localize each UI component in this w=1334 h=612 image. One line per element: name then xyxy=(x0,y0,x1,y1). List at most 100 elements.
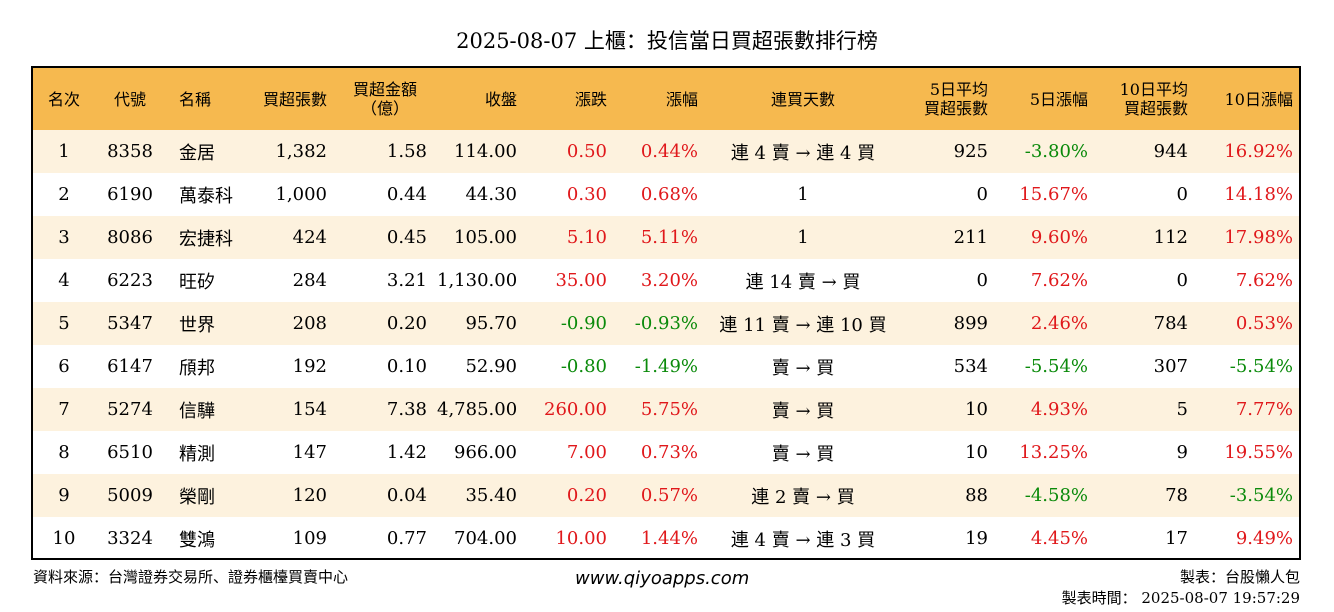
header-avg5-line1: 5日平均 xyxy=(929,80,988,99)
cell-close: 52.90 xyxy=(465,356,517,377)
cell-change: 260.00 xyxy=(544,399,607,420)
cell-net-buy-amount: 3.21 xyxy=(386,270,427,291)
cell-pct5: 9.60% xyxy=(1030,227,1088,248)
header-avg10-line1: 10日平均 xyxy=(1119,80,1188,99)
generated-timestamp: 製表時間： 2025-08-07 19:57:29 xyxy=(1061,589,1300,607)
cell-code: 8086 xyxy=(107,227,153,248)
cell-rank: 1 xyxy=(58,141,70,162)
cell-net-buy-lots: 1,382 xyxy=(275,141,327,162)
cell-avg5: 534 xyxy=(953,356,988,377)
cell-pct5: -4.58% xyxy=(1024,485,1088,506)
header-close: 收盤 xyxy=(484,89,517,109)
cell-streak: 連 4 賣 → 連 4 買 xyxy=(730,142,876,164)
cell-change-pct: 0.44% xyxy=(640,141,698,162)
cell-code: 6190 xyxy=(107,184,153,205)
cell-avg10: 17 xyxy=(1165,528,1188,549)
header-net-buy-amount-line2: （億） xyxy=(360,99,409,118)
header-change-pct: 漲幅 xyxy=(665,89,698,109)
header-code: 代號 xyxy=(113,89,146,109)
cell-pct5: 13.25% xyxy=(1019,442,1088,463)
cell-pct10: 19.55% xyxy=(1224,442,1293,463)
header-avg5-line2: 買超張數 xyxy=(923,99,988,118)
cell-rank: 7 xyxy=(58,399,70,420)
cell-net-buy-lots: 109 xyxy=(292,528,327,549)
cell-pct10: 7.62% xyxy=(1235,270,1293,291)
cell-pct5: 15.67% xyxy=(1019,184,1088,205)
maker-credit: 製表：台股懶人包 xyxy=(1179,568,1300,586)
cell-net-buy-amount: 0.44 xyxy=(386,184,427,205)
cell-net-buy-amount: 0.10 xyxy=(386,356,427,377)
cell-pct5: -3.80% xyxy=(1024,141,1088,162)
cell-pct10: 7.77% xyxy=(1235,399,1293,420)
table-row: 9 5009 榮剛 120 0.04 35.40 0.20 0.57% 連 2 賣 → 買 88 -… xyxy=(33,474,1299,517)
cell-pct5: -5.54% xyxy=(1024,356,1088,377)
cell-net-buy-lots: 284 xyxy=(292,270,327,291)
cell-close: 704.00 xyxy=(454,528,517,549)
cell-pct10: 9.49% xyxy=(1235,528,1293,549)
cell-change: 7.00 xyxy=(566,442,607,463)
cell-change-pct: 0.68% xyxy=(640,184,698,205)
cell-close: 4,785.00 xyxy=(437,399,518,420)
cell-name: 萬泰科 xyxy=(179,185,233,207)
cell-streak: 連 2 賣 → 買 xyxy=(751,486,855,508)
cell-net-buy-amount: 0.20 xyxy=(386,313,427,334)
table-row: 4 6223 旺矽 284 3.21 1,130.00 35.00 3.20% 連 14 賣 →… xyxy=(33,259,1299,302)
cell-net-buy-amount: 7.38 xyxy=(386,399,427,420)
header-avg10-line2: 買超張數 xyxy=(1123,99,1188,118)
cell-change-pct: -1.49% xyxy=(634,356,698,377)
cell-code: 8358 xyxy=(107,141,153,162)
cell-avg10: 0 xyxy=(1176,184,1188,205)
website-watermark: www.qiyoapps.com xyxy=(575,568,750,589)
cell-rank: 8 xyxy=(58,442,70,463)
header-net-buy-lots: 買超張數 xyxy=(262,89,327,109)
cell-streak: 賣 → 買 xyxy=(771,357,835,379)
cell-avg10: 0 xyxy=(1176,270,1188,291)
cell-net-buy-amount: 0.77 xyxy=(386,528,427,549)
cell-rank: 6 xyxy=(58,356,70,377)
cell-pct10: 14.18% xyxy=(1224,184,1293,205)
cell-avg5: 19 xyxy=(965,528,988,549)
table-row: 6 6147 頎邦 192 0.10 52.90 -0.80 -1.49% 賣 → 買 534 -5… xyxy=(33,345,1299,388)
table-row: 2 6190 萬泰科 1,000 0.44 44.30 0.30 0.68% 1 0 15.67% 0… xyxy=(33,173,1299,216)
cell-change: 0.20 xyxy=(566,485,607,506)
cell-name: 頎邦 xyxy=(179,357,215,379)
cell-code: 5009 xyxy=(107,485,153,506)
cell-streak: 1 xyxy=(797,184,809,205)
cell-close: 95.70 xyxy=(465,313,517,334)
header-streak: 連買天數 xyxy=(770,89,835,109)
cell-close: 1,130.00 xyxy=(437,270,518,291)
table-row: 8 6510 精測 147 1.42 966.00 7.00 0.73% 賣 → 買 10 13.2… xyxy=(33,431,1299,474)
cell-change: 0.30 xyxy=(566,184,607,205)
cell-avg5: 0 xyxy=(976,184,988,205)
header-avg5: 5日平均 買超張數 xyxy=(898,68,998,130)
cell-net-buy-amount: 1.58 xyxy=(386,141,427,162)
cell-name: 榮剛 xyxy=(179,486,215,508)
cell-pct5: 2.46% xyxy=(1030,313,1088,334)
cell-name: 世界 xyxy=(179,314,215,336)
cell-avg5: 925 xyxy=(953,141,988,162)
cell-change: -0.90 xyxy=(560,313,607,334)
header-pct5: 5日漲幅 xyxy=(1029,89,1088,109)
cell-avg10: 5 xyxy=(1176,399,1188,420)
cell-change-pct: 5.75% xyxy=(640,399,698,420)
cell-rank: 5 xyxy=(58,313,70,334)
header-net-buy-amount: 買超金額 （億） xyxy=(337,68,437,130)
cell-name: 雙鴻 xyxy=(179,529,215,551)
cell-net-buy-lots: 1,000 xyxy=(275,184,327,205)
cell-code: 6510 xyxy=(107,442,153,463)
cell-close: 105.00 xyxy=(454,227,517,248)
header-pct10: 10日漲幅 xyxy=(1224,89,1293,109)
cell-close: 966.00 xyxy=(454,442,517,463)
cell-rank: 9 xyxy=(58,485,70,506)
cell-avg10: 9 xyxy=(1176,442,1188,463)
cell-close: 114.00 xyxy=(454,141,517,162)
table-body: 1 8358 金居 1,382 1.58 114.00 0.50 0.44% 連 4 賣 → 連… xyxy=(33,130,1299,558)
cell-rank: 10 xyxy=(52,528,76,549)
cell-code: 6223 xyxy=(107,270,153,291)
cell-pct5: 7.62% xyxy=(1030,270,1088,291)
cell-change: 5.10 xyxy=(566,227,607,248)
cell-name: 信驊 xyxy=(179,400,215,422)
cell-avg10: 112 xyxy=(1153,227,1188,248)
cell-avg5: 211 xyxy=(953,227,988,248)
cell-code: 3324 xyxy=(107,528,153,549)
